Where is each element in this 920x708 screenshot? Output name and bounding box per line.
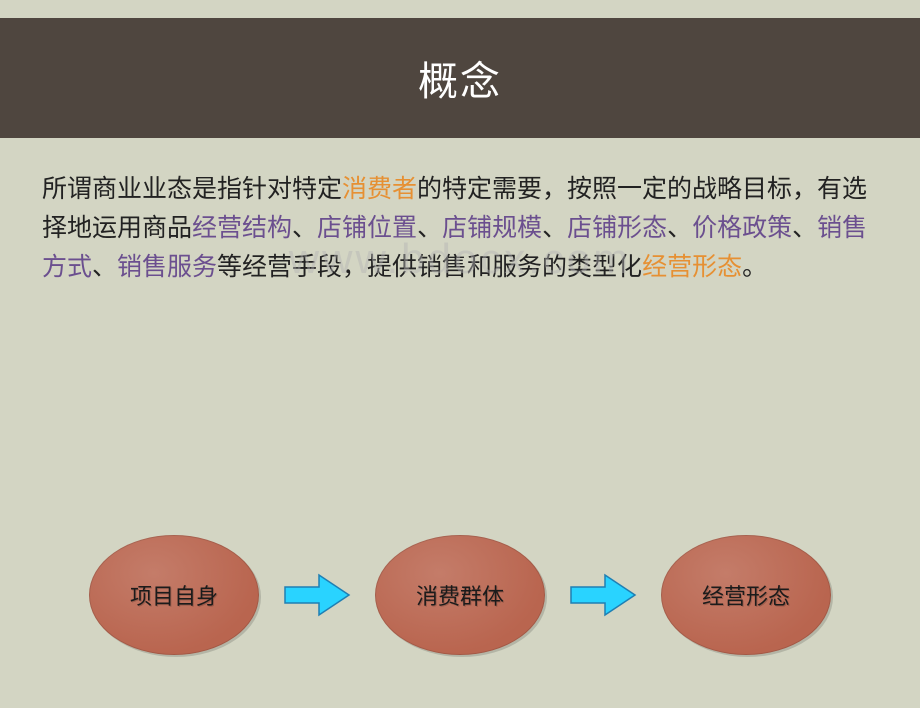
- flow-node: 消费群体: [375, 535, 545, 655]
- text-segment: 店铺形态: [567, 214, 667, 242]
- flow-node-label: 消费群体: [416, 579, 504, 611]
- text-segment: 、: [667, 214, 692, 242]
- text-segment: 店铺位置: [317, 214, 417, 242]
- flow-node-label: 经营形态: [702, 579, 790, 611]
- text-segment: 等经营手段，提供销售和服务的类型化: [217, 253, 642, 281]
- slide-title: 概念: [418, 49, 502, 107]
- definition-paragraph: 所谓商业业态是指针对特定消费者的特定需要，按照一定的战略目标，有选择地运用商品经…: [42, 170, 878, 286]
- text-segment: 。: [742, 253, 767, 281]
- arrow-icon: [567, 571, 639, 619]
- text-segment: 消费者: [342, 175, 417, 203]
- text-segment: 、: [542, 214, 567, 242]
- text-segment: 、: [417, 214, 442, 242]
- slide-header: 概念: [0, 18, 920, 138]
- text-segment: 、: [292, 214, 317, 242]
- flow-node: 经营形态: [661, 535, 831, 655]
- text-segment: 店铺规模: [442, 214, 542, 242]
- text-segment: 价格政策: [692, 214, 792, 242]
- text-segment: 所谓商业业态是指针对特定: [42, 175, 342, 203]
- text-segment: 经营形态: [642, 253, 742, 281]
- text-segment: 、: [792, 214, 817, 242]
- text-segment: 、: [92, 253, 117, 281]
- text-segment: 销售服务: [117, 253, 217, 281]
- arrow-icon: [281, 571, 353, 619]
- flow-node-label: 项目自身: [130, 579, 218, 611]
- flowchart: 项目自身 消费群体 经营形态: [0, 535, 920, 655]
- text-segment: 经营结构: [192, 214, 292, 242]
- content-area: 所谓商业业态是指针对特定消费者的特定需要，按照一定的战略目标，有选择地运用商品经…: [0, 148, 920, 286]
- flow-node: 项目自身: [89, 535, 259, 655]
